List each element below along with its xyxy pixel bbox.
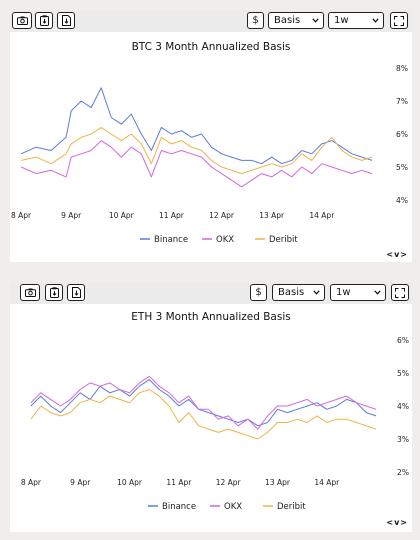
x-tick-label: 13 Apr (259, 211, 285, 220)
camera-icon (16, 16, 28, 25)
chart-title: BTC 3 Month Annualized Basis (132, 41, 291, 53)
x-tick-label: 10 Apr (109, 211, 135, 220)
fullscreen-button[interactable] (391, 284, 409, 301)
legend-label-binance[interactable]: Binance (162, 502, 196, 512)
range-select[interactable]: 1w (330, 284, 386, 301)
range-select-value: 1w (336, 287, 351, 298)
chevron-down-icon (374, 290, 381, 295)
clipboard-icon (39, 15, 49, 26)
series-line-binance (30, 379, 377, 427)
y-tick-label: 5% (397, 369, 409, 378)
y-tick-label: 4% (397, 402, 409, 411)
screenshot-button[interactable] (20, 284, 40, 301)
y-tick-label: 4% (396, 196, 408, 205)
x-tick-label: 11 Apr (159, 211, 185, 220)
chart-navigation[interactable]: <v> (386, 250, 408, 259)
chevron-down-icon (372, 18, 379, 23)
x-tick-label: 12 Apr (216, 478, 242, 487)
x-tick-label: 10 Apr (117, 478, 143, 487)
chart-title: ETH 3 Month Annualized Basis (131, 311, 290, 323)
legend-label-binance[interactable]: Binance (154, 235, 188, 245)
series-line-deribit (20, 126, 373, 175)
fullscreen-icon (395, 287, 405, 298)
legend-label-okx[interactable]: OKX (224, 502, 242, 512)
currency-toggle-button[interactable]: $ (247, 12, 264, 29)
camera-icon (24, 288, 36, 297)
chevron-down-icon (312, 18, 319, 23)
x-tick-label: 13 Apr (265, 478, 291, 487)
chart-panel-btc: $ Basis 1w BTC 3 Month Annualized Basis 8… (10, 10, 412, 262)
series-line-okx (30, 375, 377, 430)
y-tick-label: 2% (397, 468, 409, 477)
mode-select[interactable]: Basis (268, 12, 324, 29)
fullscreen-icon (394, 15, 404, 26)
download-file-icon (71, 287, 81, 298)
x-tick-label: 9 Apr (70, 478, 91, 487)
clipboard-icon (49, 287, 59, 298)
mode-select[interactable]: Basis (272, 284, 325, 301)
x-tick-label: 14 Apr (314, 478, 340, 487)
y-tick-label: 6% (396, 130, 408, 139)
mode-select-value: Basis (274, 15, 301, 26)
chart-toolbar: $ Basis 1w (10, 282, 412, 304)
series-line-deribit (30, 389, 377, 440)
x-tick-label: 9 Apr (61, 211, 82, 220)
y-tick-label: 5% (396, 163, 408, 172)
chart-legend: Binance OKX Deribit (140, 235, 298, 245)
range-select-value: 1w (334, 15, 349, 26)
legend-label-okx[interactable]: OKX (216, 235, 234, 245)
chart-navigation[interactable]: <v> (386, 518, 408, 527)
y-tick-label: 8% (396, 64, 408, 73)
chart-toolbar: $ Basis 1w (10, 10, 412, 32)
range-select[interactable]: 1w (328, 12, 384, 29)
download-button[interactable] (57, 12, 75, 29)
x-tick-label: 12 Apr (209, 211, 235, 220)
fullscreen-button[interactable] (390, 12, 408, 29)
x-tick-label: 14 Apr (309, 211, 335, 220)
eth-basis-chart: ETH 3 Month Annualized Basis 6% 5% 4% 3% 2% 8 … (21, 311, 409, 512)
download-button[interactable] (67, 284, 85, 301)
y-tick-label: 7% (396, 97, 408, 106)
x-tick-label: 11 Apr (166, 478, 192, 487)
download-file-icon (61, 15, 71, 26)
x-tick-label: 8 Apr (21, 478, 42, 487)
chevron-down-icon (313, 290, 320, 295)
copy-button[interactable] (35, 12, 53, 29)
btc-basis-chart: BTC 3 Month Annualized Basis 8% 7% 6% 5% 4% 8 … (11, 41, 408, 245)
screenshot-button[interactable] (12, 12, 32, 29)
chart-legend: Binance OKX Deribit (148, 502, 306, 512)
legend-label-deribit[interactable]: Deribit (269, 235, 298, 245)
y-tick-label: 6% (397, 336, 409, 345)
mode-select-value: Basis (278, 287, 305, 298)
x-tick-label: 8 Apr (11, 211, 32, 220)
y-tick-label: 3% (397, 435, 409, 444)
copy-button[interactable] (45, 284, 63, 301)
series-line-okx (20, 140, 373, 188)
series-line-binance (20, 87, 373, 165)
chart-panel-eth: $ Basis 1w ETH 3 Month Annualized Basis 6… (10, 282, 412, 532)
currency-toggle-button[interactable]: $ (250, 284, 267, 301)
legend-label-deribit[interactable]: Deribit (277, 502, 306, 512)
